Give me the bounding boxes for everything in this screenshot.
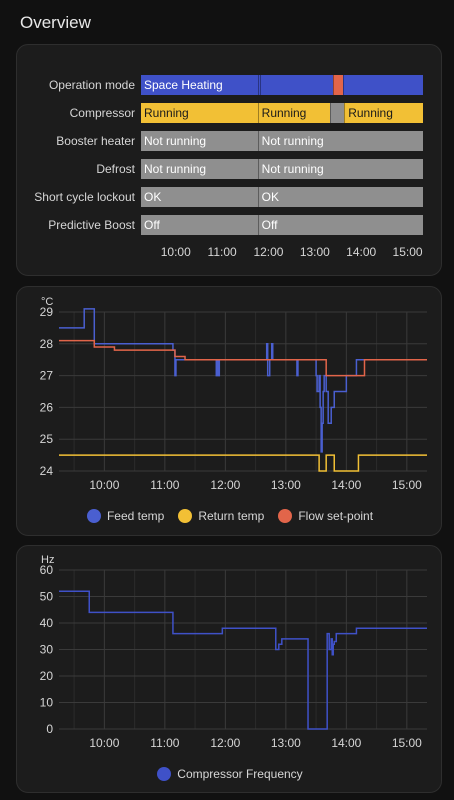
- timeline-segment[interactable]: [342, 75, 423, 95]
- frequency-chart-card: Hz 0 10 20 30 40 50 60 10:00 11:00 12:00 13:00 14:00…: [16, 545, 442, 793]
- timeline-row-bar-short-cycle-lockout: OK OK: [141, 187, 423, 207]
- series-line-feed-temp[interactable]: [59, 308, 427, 453]
- y-axis-unit-label: Hz: [41, 554, 54, 566]
- y-tick-label: 27: [40, 369, 54, 383]
- x-tick-label: 13:00: [271, 478, 301, 492]
- timeline-tick-label: 11:00: [207, 245, 237, 259]
- legend-label: Compressor Frequency: [177, 767, 303, 781]
- legend-item-compressor-frequency[interactable]: Compressor Frequency: [157, 767, 303, 781]
- legend-swatch: [178, 509, 193, 523]
- timeline-segment-label: Not running: [261, 162, 324, 176]
- y-tick-label: 25: [40, 432, 54, 446]
- timeline-segment-label: Not running: [144, 162, 207, 176]
- timeline-segment-label: OK: [261, 190, 279, 204]
- timeline-row-label-operation-mode: Operation mode: [48, 78, 135, 92]
- x-tick-label: 12:00: [210, 478, 240, 492]
- timeline-segment[interactable]: Not running: [257, 159, 423, 179]
- x-tick-label: 14:00: [331, 478, 361, 492]
- y-tick-label: 50: [40, 590, 54, 604]
- state-timeline-card: Operation mode Space Heating Compressor Run…: [16, 44, 442, 276]
- legend-swatch: [278, 509, 293, 523]
- timeline-row-bar-operation-mode: Space Heating: [141, 75, 423, 95]
- y-tick-label: 30: [40, 643, 54, 657]
- timeline-segment[interactable]: [329, 103, 345, 123]
- x-tick-label: 13:00: [271, 736, 301, 750]
- y-axis-unit-label: °C: [41, 296, 53, 308]
- timeline-segment[interactable]: Running: [257, 103, 330, 123]
- legend-label: Return temp: [198, 509, 265, 523]
- timeline-segment[interactable]: [333, 75, 343, 95]
- timeline-segment[interactable]: [259, 75, 334, 95]
- timeline-segment-label: Not running: [261, 134, 324, 148]
- frequency-chart[interactable]: Hz 0 10 20 30 40 50 60 10:00 11:00 12:00 13:00 14:00…: [17, 546, 443, 794]
- timeline-segment[interactable]: OK: [257, 187, 423, 207]
- timeline-segment-label: Off: [144, 218, 160, 232]
- timeline-segment[interactable]: Off: [257, 215, 423, 235]
- x-tick-label: 10:00: [89, 478, 119, 492]
- y-tick-label: 40: [40, 616, 54, 630]
- timeline-row-bar-booster-heater: Not running Not running: [141, 131, 423, 151]
- y-tick-label: 60: [40, 563, 54, 577]
- series-line-flow-set-point[interactable]: [59, 339, 427, 377]
- timeline-tick-label: 13:00: [299, 245, 330, 259]
- timeline-segment[interactable]: [257, 75, 260, 95]
- timeline-row-bar-compressor: Running Running Running: [141, 103, 423, 123]
- timeline-row-label-defrost: Defrost: [96, 162, 135, 176]
- timeline-row-label-short-cycle-lockout: Short cycle lockout: [34, 190, 135, 204]
- legend-item-feed-temp[interactable]: Feed temp: [86, 509, 165, 523]
- y-tick-label: 20: [40, 669, 54, 683]
- x-tick-label: 11:00: [150, 736, 179, 750]
- timeline-segment[interactable]: Off: [141, 215, 258, 235]
- timeline-segment[interactable]: Running: [141, 103, 258, 123]
- legend-item-flow-set-point[interactable]: Flow set-point: [278, 509, 373, 523]
- x-tick-label: 11:00: [150, 478, 179, 492]
- y-tick-label: 26: [40, 400, 54, 414]
- timeline-tick-label: 10:00: [160, 245, 191, 259]
- timeline-segment-label: Running: [348, 106, 393, 120]
- x-tick-label: 10:00: [89, 736, 119, 750]
- timeline-row-label-compressor: Compressor: [69, 106, 135, 120]
- y-tick-label: 0: [46, 722, 53, 736]
- timeline-segment-label: Off: [261, 218, 278, 232]
- timeline-segment[interactable]: Not running: [257, 131, 423, 151]
- y-tick-label: 28: [40, 337, 54, 351]
- timeline-row-bar-predictive-boost: Off Off: [141, 215, 423, 235]
- timeline-row-label-booster-heater: Booster heater: [56, 134, 135, 148]
- y-tick-label: 29: [40, 305, 54, 319]
- timeline-tick-label: 15:00: [392, 245, 423, 259]
- series-line-return-temp[interactable]: [59, 454, 427, 472]
- x-tick-label: 15:00: [392, 478, 422, 492]
- timeline-segment-label: Not running: [144, 134, 207, 148]
- timeline-segment-label: OK: [144, 190, 162, 204]
- timeline-segment[interactable]: Space Heating: [141, 75, 258, 95]
- y-tick-label: 10: [40, 696, 54, 710]
- timeline-tick-label: 12:00: [253, 245, 284, 259]
- y-tick-label: 24: [40, 464, 54, 478]
- x-tick-label: 14:00: [331, 736, 361, 750]
- legend-swatch: [86, 509, 101, 523]
- timeline-row-bar-defrost: Not running Not running: [141, 159, 423, 179]
- timeline-segment[interactable]: Running: [344, 103, 423, 123]
- timeline-segment-label: Running: [261, 106, 307, 120]
- timeline-tick-label: 14:00: [346, 245, 377, 259]
- timeline-segment[interactable]: Not running: [141, 131, 258, 151]
- legend-label: Feed temp: [106, 509, 165, 523]
- series-line-compressor-frequency[interactable]: [59, 590, 427, 730]
- timeline-segment[interactable]: Not running: [141, 159, 258, 179]
- timeline-segment-label: Running: [144, 106, 189, 120]
- timeline-segment[interactable]: OK: [141, 187, 258, 207]
- legend-label: Flow set-point: [298, 509, 374, 523]
- legend-item-return-temp[interactable]: Return temp: [178, 509, 264, 523]
- chart-legend: Compressor Frequency: [17, 767, 443, 781]
- temperature-chart-card: °C 24 25 26 27 28 29 10:00 11:00 12:00 13:00 14:00 1…: [16, 286, 442, 536]
- timeline-row-label-predictive-boost: Predictive Boost: [48, 218, 135, 232]
- x-tick-label: 15:00: [392, 736, 422, 750]
- x-tick-label: 12:00: [210, 736, 240, 750]
- chart-legend: Feed temp Return temp Flow set-point: [17, 509, 443, 523]
- temperature-chart[interactable]: °C 24 25 26 27 28 29 10:00 11:00 12:00 13:00 14:00 1…: [17, 287, 443, 537]
- legend-swatch: [157, 767, 172, 781]
- page-title: Overview: [20, 13, 91, 32]
- timeline-segment-label: Space Heating: [144, 78, 223, 92]
